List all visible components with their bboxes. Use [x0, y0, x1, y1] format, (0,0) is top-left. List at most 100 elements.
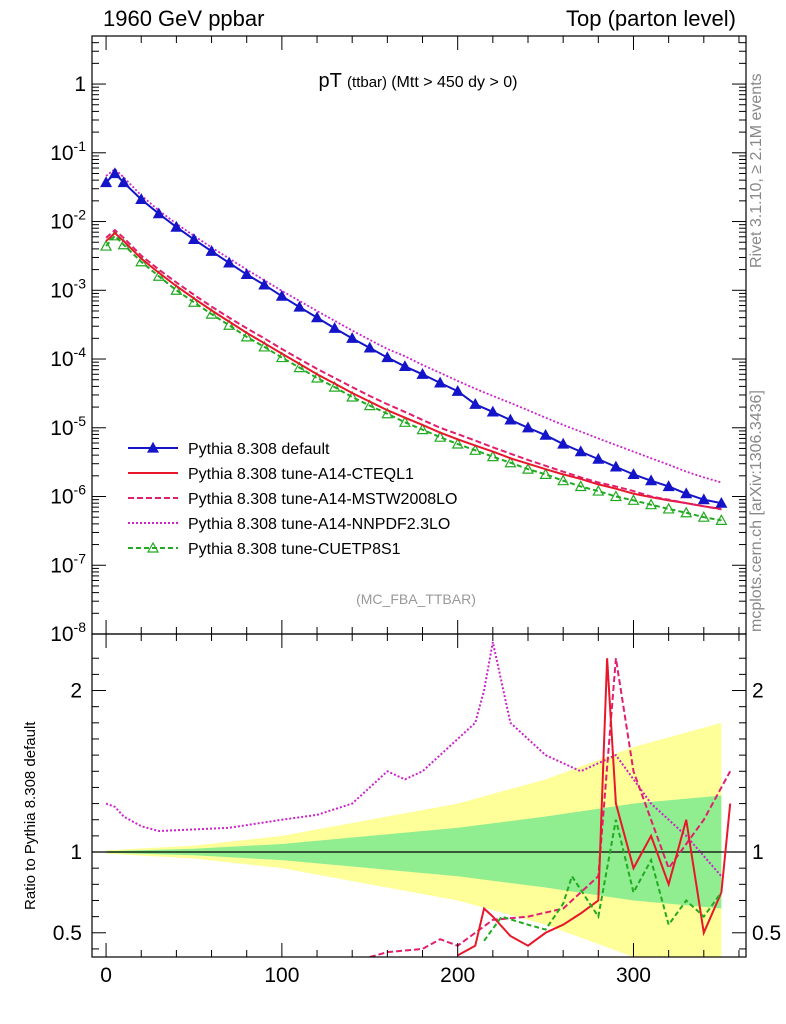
data-point-pythia-8-308-tune-cuetp8s1-10 [258, 340, 271, 352]
data-point-pythia-8-308-tune-cuetp8s1-15 [346, 390, 359, 402]
data-point-pythia-8-308-tune-cuetp8s1-9 [240, 330, 253, 342]
header-left: 1960 GeV ppbar [103, 6, 265, 31]
main-panel: 1 10-1 10-2 10-3 10-4 10-5 10-6 10-7 10-8 pT (ttb… [50, 35, 747, 646]
legend-label-pythia-8-308-tune-a14-mstw2008lo: Pythia 8.308 tune-A14-MSTW2008LO [188, 491, 457, 508]
data-point-pythia-8-308-tune-cuetp8s1-29 [592, 484, 605, 496]
series-line-pythia-8-308-tune-a14-mstw2008lo [105, 228, 722, 511]
data-point-pythia-8-308-default-13 [311, 311, 324, 323]
main-y-tick-label: 10-2 [50, 207, 86, 234]
series-line-pythia-8-308-tune-a14-cteql1 [105, 231, 722, 510]
data-point-pythia-8-308-tune-cuetp8s1-20 [434, 430, 447, 442]
legend-marker-pythia-8-308-default [146, 441, 160, 453]
data-point-pythia-8-308-default-11 [275, 289, 288, 301]
data-point-pythia-8-308-default-3 [135, 193, 148, 204]
main-series [100, 167, 728, 525]
ratio-x-tick-label: 0 [100, 964, 112, 987]
data-point-pythia-8-308-default-24 [504, 413, 517, 425]
data-point-pythia-8-308-tune-cuetp8s1-14 [328, 380, 341, 392]
data-point-pythia-8-308-tune-cuetp8s1-6 [187, 296, 200, 307]
ratio-x-tick-label: 100 [264, 964, 299, 987]
data-point-pythia-8-308-tune-cuetp8s1-13 [311, 371, 324, 383]
data-point-pythia-8-308-tune-cuetp8s1-12 [293, 361, 306, 373]
data-point-pythia-8-308-default-2 [117, 176, 130, 188]
main-y-tick-label: 10-4 [50, 344, 86, 371]
data-point-pythia-8-308-default-4 [152, 207, 165, 219]
data-point-pythia-8-308-default-35 [697, 493, 710, 505]
legend-marker-pythia-8-308-tune-cuetp8s1 [146, 541, 160, 553]
data-point-pythia-8-308-tune-cuetp8s1-30 [609, 490, 622, 502]
data-point-pythia-8-308-default-7 [205, 244, 218, 256]
data-point-pythia-8-308-tune-cuetp8s1-25 [521, 462, 535, 474]
ratio-x-tick-label: 300 [616, 964, 651, 987]
data-point-pythia-8-308-tune-cuetp8s1-33 [662, 502, 675, 514]
data-point-pythia-8-308-default-18 [398, 360, 411, 372]
data-point-pythia-8-308-tune-cuetp8s1-8 [223, 319, 236, 330]
legend: Pythia 8.308 default Pythia 8.308 tune-A1… [128, 441, 457, 558]
data-point-pythia-8-308-default-16 [363, 341, 376, 353]
data-point-pythia-8-308-tune-cuetp8s1-5 [170, 284, 183, 295]
ratio-y-tick-label-right: 0.5 [752, 922, 781, 945]
ratio-line-pythia-8-308-tune-a14-nnpdf2-3lo [105, 641, 723, 877]
data-point-pythia-8-308-default-27 [557, 437, 570, 449]
ratio-panel: 0 100 200 300 0.5 0.5 1 1 2 2 [53, 633, 781, 987]
data-point-pythia-8-308-default-0 [100, 176, 113, 188]
data-point-pythia-8-308-default-36 [715, 496, 728, 508]
ratio-y-tick-label-right: 2 [752, 680, 764, 703]
data-point-pythia-8-308-tune-cuetp8s1-18 [398, 416, 411, 427]
data-point-pythia-8-308-default-33 [662, 480, 675, 492]
data-point-pythia-8-308-default-8 [223, 256, 236, 268]
data-point-pythia-8-308-default-23 [486, 405, 499, 417]
main-y-tick-label: 10-6 [50, 482, 86, 509]
data-point-pythia-8-308-default-6 [187, 233, 200, 244]
data-point-pythia-8-308-default-1 [108, 167, 121, 179]
data-point-pythia-8-308-default-14 [328, 322, 341, 333]
data-point-pythia-8-308-tune-cuetp8s1-34 [680, 506, 693, 518]
analysis-watermark: (MC_FBA_TTBAR) [356, 591, 476, 607]
data-point-pythia-8-308-tune-cuetp8s1-27 [557, 474, 570, 486]
legend-label-pythia-8-308-tune-a14-cteql1: Pythia 8.308 tune-A14-CTEQL1 [188, 466, 414, 483]
main-y-tick-label: 10-1 [50, 138, 86, 165]
data-point-pythia-8-308-default-20 [434, 376, 447, 388]
data-point-pythia-8-308-default-22 [469, 397, 482, 409]
data-point-pythia-8-308-tune-cuetp8s1-23 [486, 450, 499, 462]
data-point-pythia-8-308-default-30 [609, 460, 622, 472]
ratio-series [105, 641, 732, 957]
ratio-line-pythia-8-308-tune-a14-cteql1 [457, 658, 732, 957]
legend-label-pythia-8-308-tune-a14-nnpdf2-3lo: Pythia 8.308 tune-A14-NNPDF2.3LO [188, 516, 450, 533]
data-point-pythia-8-308-default-5 [170, 220, 183, 232]
ratio-line-pythia-8-308-tune-a14-mstw2008lo [369, 658, 732, 957]
data-point-pythia-8-308-tune-cuetp8s1-17 [381, 407, 394, 419]
data-point-pythia-8-308-default-26 [539, 428, 552, 440]
data-point-pythia-8-308-default-31 [627, 468, 640, 479]
data-point-pythia-8-308-tune-cuetp8s1-19 [416, 423, 429, 435]
main-y-tick-label: 10-7 [50, 550, 86, 577]
data-point-pythia-8-308-tune-cuetp8s1-22 [469, 444, 482, 455]
data-point-pythia-8-308-tune-cuetp8s1-32 [645, 498, 658, 510]
legend-label-pythia-8-308-tune-cuetp8s1: Pythia 8.308 tune-CUETP8S1 [188, 541, 401, 558]
data-point-pythia-8-308-default-28 [574, 445, 587, 457]
series-line-pythia-8-308-tune-a14-nnpdf2-3lo [105, 167, 722, 484]
data-point-pythia-8-308-tune-cuetp8s1-24 [504, 456, 517, 468]
series-line-pythia-8-308-tune-cuetp8s1 [105, 234, 722, 522]
ratio-frame [91, 633, 747, 958]
data-point-pythia-8-308-tune-cuetp8s1-7 [205, 307, 218, 319]
data-point-pythia-8-308-tune-cuetp8s1-28 [574, 480, 587, 492]
data-point-pythia-8-308-default-9 [240, 268, 253, 280]
data-point-pythia-8-308-default-21 [451, 384, 464, 396]
legend-label-pythia-8-308-default: Pythia 8.308 default [188, 441, 330, 458]
data-point-pythia-8-308-default-25 [521, 421, 535, 433]
data-point-pythia-8-308-default-29 [592, 452, 605, 464]
data-point-pythia-8-308-tune-cuetp8s1-31 [627, 494, 640, 505]
header-right: Top (parton level) [566, 6, 736, 31]
ratio-line-pythia-8-308-tune-cuetp8s1 [483, 819, 723, 942]
ratio-y-tick-label-right: 1 [752, 841, 764, 864]
data-point-pythia-8-308-tune-cuetp8s1-35 [697, 510, 710, 522]
data-point-pythia-8-308-default-15 [346, 332, 359, 343]
ratio-y-tick-label: 0.5 [53, 922, 82, 945]
data-point-pythia-8-308-tune-cuetp8s1-11 [275, 351, 288, 363]
main-y-tick-label: 1 [74, 73, 86, 96]
data-point-pythia-8-308-default-34 [680, 487, 693, 499]
data-point-pythia-8-308-tune-cuetp8s1-36 [715, 514, 728, 525]
data-point-pythia-8-308-default-10 [258, 278, 271, 290]
plot-title: pT (ttbar) (Mtt > 450 dy > 0) [318, 70, 517, 92]
